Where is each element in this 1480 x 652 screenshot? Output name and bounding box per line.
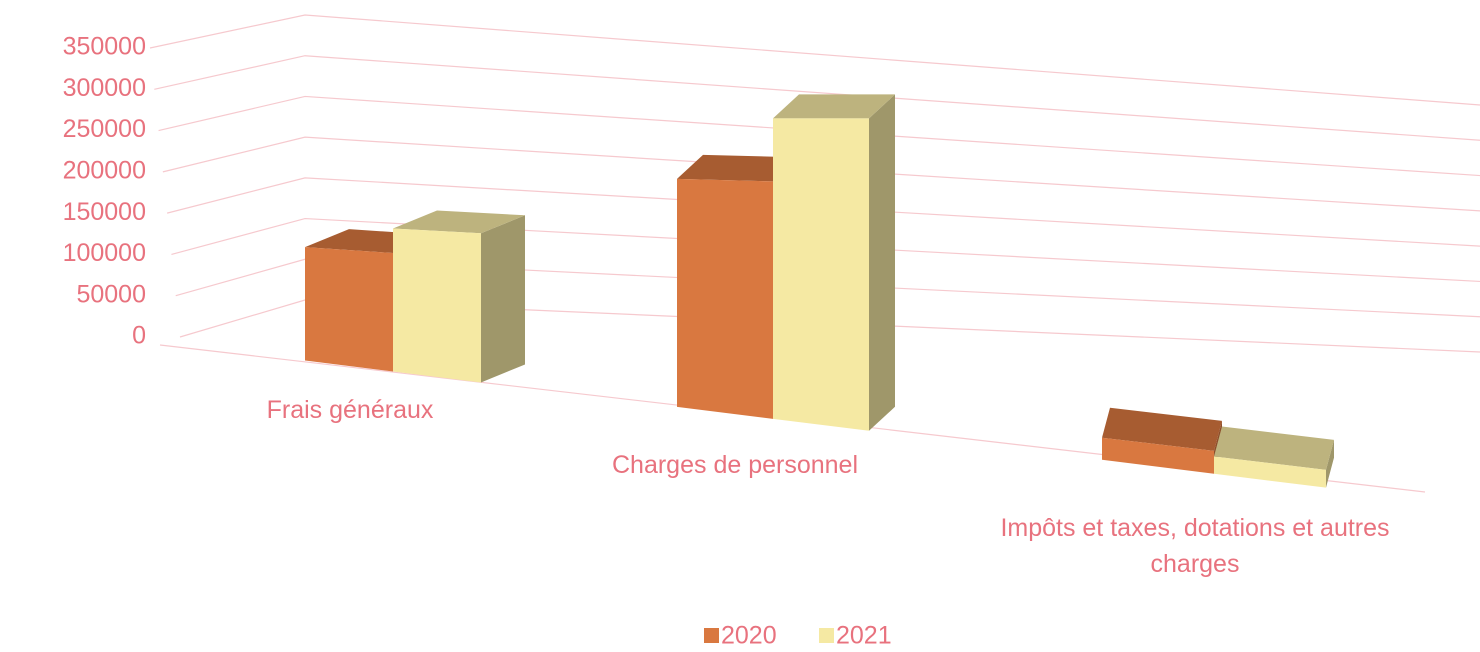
grid-line bbox=[166, 177, 1480, 247]
bar-side bbox=[1326, 439, 1334, 488]
grid-line bbox=[171, 217, 1480, 283]
bar bbox=[1102, 407, 1222, 474]
grid-line bbox=[158, 95, 1480, 177]
x-tick-label: Charges de personnel bbox=[612, 451, 858, 479]
y-tick-label: 200000 bbox=[63, 156, 146, 184]
grid-line bbox=[154, 55, 1480, 141]
bar-top bbox=[1214, 426, 1334, 470]
x-tick-label: Frais généraux bbox=[266, 396, 434, 424]
legend-label: 2020 bbox=[721, 622, 777, 650]
bar-top bbox=[677, 154, 799, 182]
bar-top bbox=[393, 210, 525, 234]
bar bbox=[393, 210, 525, 383]
legend-swatch bbox=[819, 628, 834, 643]
bar-front bbox=[393, 228, 481, 383]
y-tick-label: 250000 bbox=[63, 115, 146, 143]
bar-front bbox=[1214, 456, 1326, 488]
bar-top bbox=[1102, 407, 1222, 451]
legend-label: 2021 bbox=[836, 622, 892, 650]
bar-front bbox=[1102, 437, 1214, 474]
y-tick-label: 350000 bbox=[63, 33, 146, 61]
y-tick-label: 100000 bbox=[63, 239, 146, 267]
y-tick-label: 150000 bbox=[63, 198, 146, 226]
bar-front bbox=[305, 247, 393, 372]
grid-line bbox=[149, 14, 1480, 106]
x-tick-label: Impôts et taxes, dotations et autres cha… bbox=[1000, 514, 1390, 578]
bar-front bbox=[677, 178, 773, 419]
legend-swatch bbox=[704, 628, 719, 643]
bar bbox=[1214, 426, 1334, 488]
bar-front bbox=[773, 118, 869, 431]
y-tick-label: 300000 bbox=[63, 74, 146, 102]
bar bbox=[773, 94, 895, 431]
grid-line bbox=[162, 136, 1480, 212]
bar-side bbox=[481, 215, 525, 383]
y-tick-label: 50000 bbox=[76, 280, 146, 308]
bar-top bbox=[773, 94, 895, 119]
bar-side bbox=[869, 94, 895, 431]
y-tick-label: 0 bbox=[132, 322, 146, 350]
